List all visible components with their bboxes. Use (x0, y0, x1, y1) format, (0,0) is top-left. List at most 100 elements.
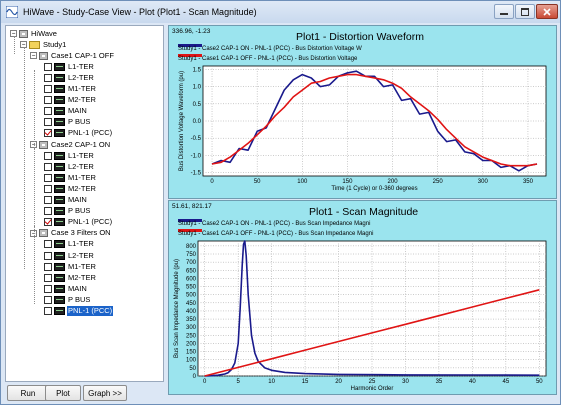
tree-bus-item[interactable]: M1-TER (44, 261, 97, 272)
bus-checkbox[interactable] (44, 96, 52, 105)
bus-checkbox[interactable] (44, 196, 52, 204)
maximize-button[interactable] (515, 4, 535, 19)
tree-bus-item[interactable]: M2-TER (44, 272, 97, 283)
bus-icon (54, 295, 65, 304)
tree-bus-item[interactable]: L2-TER (44, 161, 95, 172)
run-button[interactable]: Run (7, 385, 49, 401)
tree-bus-item[interactable]: PNL-1 (PCC) (44, 217, 113, 228)
bus-icon (54, 107, 65, 116)
tree-connector (34, 70, 35, 148)
case-icon (39, 51, 48, 60)
y-tick-label: -1.5 (191, 171, 202, 177)
bus-checkbox[interactable] (44, 129, 52, 138)
bus-checkbox[interactable] (44, 151, 52, 160)
tree-bus-item[interactable]: PNL-1 (PCC) (44, 306, 114, 317)
tree-bus-item[interactable]: L1-TER (44, 150, 95, 161)
tree-bus-item[interactable]: MAIN (44, 195, 88, 206)
collapse-toggle-icon[interactable]: − (10, 30, 17, 37)
bus-checkbox[interactable] (44, 62, 52, 71)
tree-connector (34, 226, 35, 304)
tree-bus-item[interactable]: P BUS (44, 206, 91, 217)
tree-root-hiwave[interactable]: − HiWave (10, 28, 58, 39)
collapse-toggle-icon[interactable]: − (30, 229, 37, 237)
tree-bus-item[interactable]: P BUS (44, 117, 91, 128)
y-tick-label: 100 (186, 358, 197, 364)
tree-bus-item[interactable]: P BUS (44, 294, 91, 305)
legend-entry: Study1 - Case1 CAP-1 OFF - PNL-1 (PCC) -… (178, 231, 374, 237)
bus-checkbox[interactable] (44, 240, 52, 249)
folder-icon (29, 40, 40, 49)
tree-connector (24, 47, 25, 269)
y-axis-label: Bus Scan Impedance Magnitude (pu) (174, 259, 180, 358)
bus-checkbox[interactable] (44, 107, 52, 116)
collapse-toggle-icon[interactable]: − (20, 41, 27, 49)
bus-icon (54, 173, 65, 182)
distortion-waveform-chart[interactable]: 0 50 100 150 200 250 300 350 1.5 1.0 0.5 0.0 -0.5 -1.… (169, 26, 556, 198)
bus-checkbox[interactable] (44, 118, 52, 127)
y-tick-label: 450 (186, 301, 197, 307)
tree-bus-item[interactable]: MAIN (44, 106, 88, 117)
tree-case[interactable]: − Case2 CAP-1 ON (30, 139, 111, 150)
maximize-icon (521, 7, 529, 16)
tree-bus-item[interactable]: L1-TER (44, 61, 95, 72)
legend-entry: Study1 - Case2 CAP-1 ON - PNL-1 (PCC) - … (178, 221, 371, 227)
tree-item-label: M1-TER (68, 172, 96, 182)
tree-bus-item[interactable]: M2-TER (44, 183, 97, 194)
bus-icon (54, 96, 65, 105)
x-tick-label: 20 (335, 379, 342, 385)
x-tick-label: 10 (268, 379, 275, 385)
bus-checkbox[interactable] (44, 273, 52, 282)
tree-case[interactable]: − Case 3 Filters ON (30, 228, 112, 239)
y-tick-label: 1.0 (193, 85, 202, 91)
y-tick-label: 150 (186, 350, 197, 356)
x-tick-label: 0 (210, 179, 214, 185)
tree-bus-item[interactable]: PNL-1 (PCC) (44, 128, 113, 139)
bus-icon (54, 73, 65, 82)
bus-checkbox[interactable] (44, 251, 52, 260)
x-tick-label: 200 (388, 179, 399, 185)
bus-checkbox[interactable] (44, 284, 52, 293)
tree-case[interactable]: − Case1 CAP-1 OFF (30, 50, 115, 61)
close-button[interactable] (536, 4, 558, 19)
bus-checkbox[interactable] (44, 295, 52, 304)
y-tick-label: 200 (186, 341, 197, 347)
bus-checkbox[interactable] (44, 184, 52, 193)
scan-magnitude-chart[interactable]: 0 5 10 15 20 25 30 35 40 45 5005010015020025030035… (169, 201, 556, 394)
tree-bus-item[interactable]: L2-TER (44, 72, 95, 83)
tree-bus-item[interactable]: MAIN (44, 283, 88, 294)
tree-study[interactable]: − Study1 (20, 39, 67, 50)
x-tick-label: 35 (436, 379, 443, 385)
tree-bus-item[interactable]: L1-TER (44, 239, 95, 250)
tree-item-label: M2-TER (68, 95, 96, 105)
collapse-toggle-icon[interactable]: − (30, 141, 37, 148)
minimize-button[interactable] (494, 4, 514, 19)
x-tick-label: 150 (342, 179, 353, 185)
bus-icon (54, 218, 65, 227)
bus-checkbox[interactable] (44, 262, 52, 271)
bus-checkbox[interactable] (44, 207, 52, 216)
app-wave-icon (6, 6, 18, 18)
bus-icon (54, 262, 65, 271)
plot-button[interactable]: Plot (45, 385, 81, 401)
bus-checkbox[interactable] (44, 218, 52, 227)
tree-item-label: PNL-1 (PCC) (68, 128, 113, 138)
bus-checkbox[interactable] (44, 162, 52, 171)
bus-checkbox[interactable] (44, 307, 52, 315)
distortion-waveform-panel[interactable]: 336.96, -1.23 Plot1 - Distortion Wavefor… (168, 25, 557, 199)
minimize-icon (500, 12, 508, 15)
tree-item-label: M2-TER (68, 272, 96, 282)
x-tick-label: 350 (523, 179, 534, 185)
y-tick-label: 250 (186, 333, 197, 339)
tree-item-label: L2-TER (68, 72, 94, 82)
bus-checkbox[interactable] (44, 173, 52, 182)
close-icon (543, 7, 551, 16)
scan-magnitude-panel[interactable]: 51.61, 821.17 Plot1 - Scan Magnitude Stu… (168, 200, 557, 395)
tree-bus-item[interactable]: M2-TER (44, 95, 97, 106)
tree-bus-item[interactable]: L2-TER (44, 250, 95, 261)
bus-checkbox[interactable] (44, 85, 52, 93)
bus-checkbox[interactable] (44, 73, 52, 82)
tree-bus-item[interactable]: M1-TER (44, 172, 97, 183)
graph-button[interactable]: Graph >> (83, 385, 127, 401)
collapse-toggle-icon[interactable]: − (30, 52, 37, 60)
tree-bus-item[interactable]: M1-TER (44, 84, 97, 95)
